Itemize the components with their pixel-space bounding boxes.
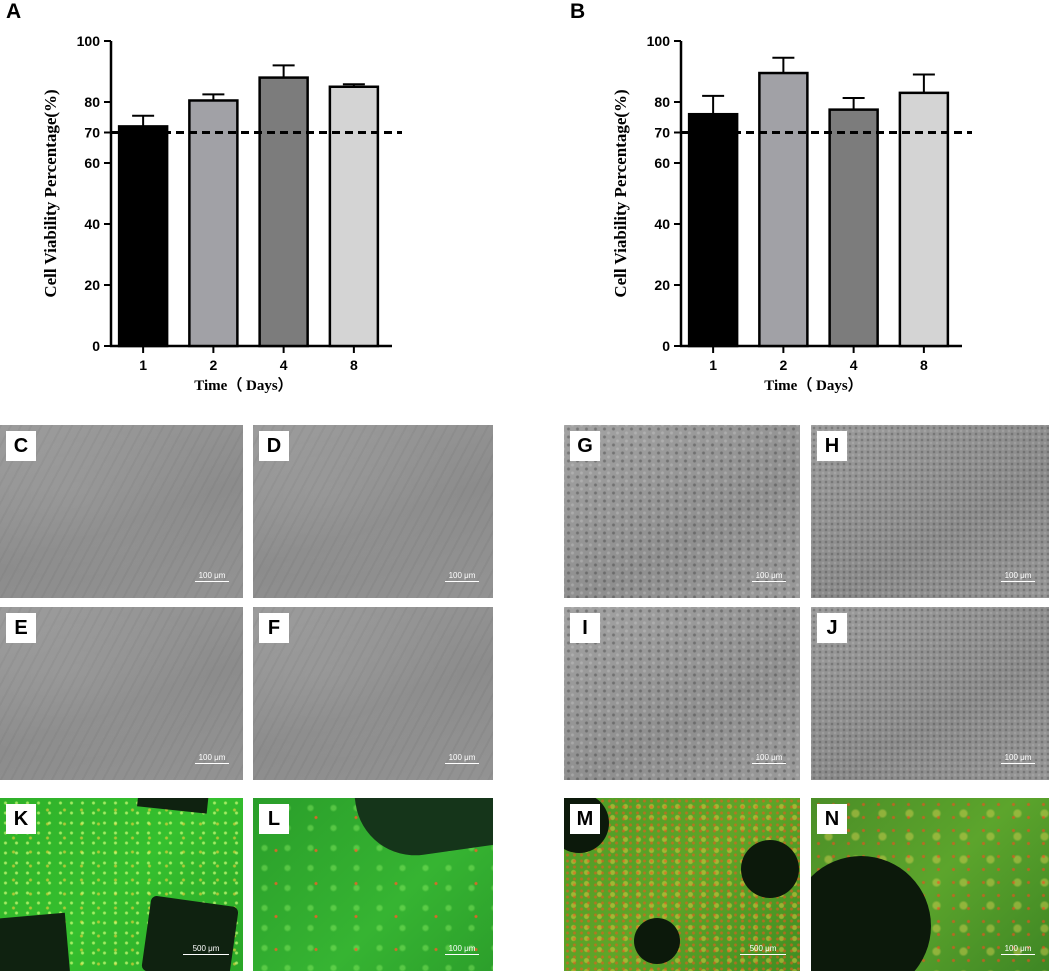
fluorescence-m: M 500 μm [564, 798, 800, 971]
x-tick-label: 2 [209, 357, 217, 373]
y-tick-label: 0 [662, 338, 670, 354]
x-tick-label: 8 [920, 357, 928, 373]
x-axis-title: Time（ Days） [194, 376, 292, 394]
bar [328, 85, 380, 348]
micrograph-c: C 100 μm [0, 425, 243, 598]
panel-label-h: H [817, 431, 847, 461]
panel-label-c: C [6, 431, 36, 461]
panel-label-g: G [570, 431, 600, 461]
micrograph-e: E 100 μm [0, 607, 243, 780]
x-tick-label: 8 [350, 357, 358, 373]
bar [828, 108, 879, 348]
y-tick-label: 100 [77, 33, 101, 49]
panel-label-j: J [817, 613, 847, 643]
y-tick-label: 60 [654, 155, 670, 171]
x-tick-label: 4 [850, 357, 858, 373]
panel-label-e: E [6, 613, 36, 643]
panel-label-l: L [259, 804, 289, 834]
bar [117, 125, 169, 348]
micrograph-f: F 100 μm [253, 607, 493, 780]
scale-bar-c: 100 μm [195, 571, 229, 582]
bar-chart-a: 0 20 40 60 70 80 100 1 2 4 8 Time（ Days） Cell Viabil… [41, 33, 402, 394]
fluorescence-l: L 100 μm [253, 798, 493, 971]
panel-label-b: B [570, 0, 586, 23]
y-tick-label: 70 [654, 125, 670, 141]
scale-bar-f: 100 μm [445, 753, 479, 764]
y-tick-label: 20 [654, 277, 670, 293]
bar [898, 91, 950, 348]
scaffold-void [141, 895, 239, 971]
scale-bar-g: 100 μm [752, 571, 786, 582]
panel-label-a: A [6, 0, 22, 23]
y-tick-label: 20 [84, 277, 100, 293]
y-tick-label: 70 [84, 125, 100, 141]
scaffold-void [0, 912, 71, 971]
bar [258, 76, 309, 348]
y-tick-label: 100 [647, 33, 671, 49]
scale-bar-n: 100 μm [1001, 944, 1035, 955]
y-tick-label: 0 [92, 338, 100, 354]
micrograph-j: J 100 μm [811, 607, 1049, 780]
scale-bar-d: 100 μm [445, 571, 479, 582]
x-tick-label: 4 [280, 357, 288, 373]
panel-label-i: I [570, 613, 600, 643]
micrograph-d: D 100 μm [253, 425, 493, 598]
fluorescence-k: K 500 μm [0, 798, 243, 971]
scale-bar-e: 100 μm [195, 753, 229, 764]
scaffold-void [634, 918, 680, 964]
scale-bar-k: 500 μm [183, 944, 229, 955]
scaffold-void [741, 840, 799, 898]
y-axis-title: Cell Viability Percentage(%) [611, 89, 630, 297]
bar [758, 71, 809, 348]
x-tick-label: 1 [709, 357, 717, 373]
panel-label-k: K [6, 804, 36, 834]
fluorescence-n: N 100 μm [811, 798, 1049, 971]
scale-bar-i: 100 μm [752, 753, 786, 764]
bar [687, 112, 739, 348]
micrograph-h: H 100 μm [811, 425, 1049, 598]
x-tick-label: 1 [139, 357, 147, 373]
x-tick-label: 2 [779, 357, 787, 373]
scale-bar-l: 100 μm [445, 944, 479, 955]
panel-label-d: D [259, 431, 289, 461]
bar [188, 99, 239, 348]
y-tick-label: 40 [654, 216, 670, 232]
scale-bar-h: 100 μm [1001, 571, 1035, 582]
micrograph-i: I 100 μm [564, 607, 800, 780]
scaffold-void [811, 856, 931, 971]
scaffold-void [137, 798, 209, 814]
scaffold-void [353, 798, 493, 864]
scale-bar-j: 100 μm [1001, 753, 1035, 764]
y-tick-label: 60 [84, 155, 100, 171]
panel-label-f: F [259, 613, 289, 643]
panel-label-m: M [570, 804, 600, 834]
panel-label-n: N [817, 804, 847, 834]
x-axis-title: Time（ Days） [764, 376, 862, 394]
scale-bar-m: 500 μm [740, 944, 786, 955]
y-tick-label: 80 [84, 94, 100, 110]
bar-chart-b: 0 20 40 60 70 80 100 1 2 4 8 Time（ Days） Cell Viabil… [611, 33, 972, 394]
y-tick-label: 40 [84, 216, 100, 232]
y-tick-label: 80 [654, 94, 670, 110]
micrograph-g: G 100 μm [564, 425, 800, 598]
y-axis-title: Cell Viability Percentage(%) [41, 89, 60, 297]
